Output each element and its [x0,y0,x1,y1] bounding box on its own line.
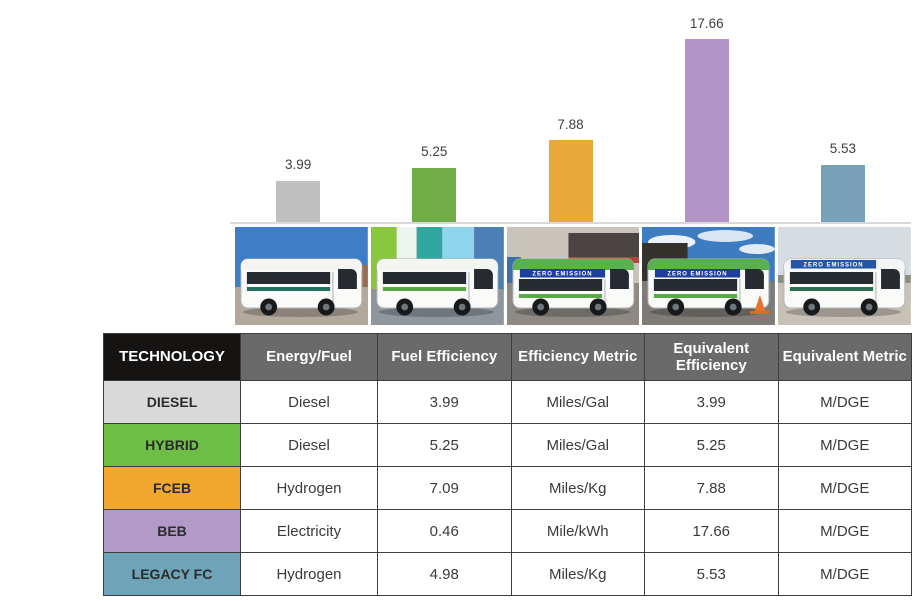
technology-cell-beb: BEB [103,509,241,553]
cell-hybrid-equivalent-efficiency: 5.25 [644,423,779,467]
bar-slot-hybrid: 5.25 [366,0,502,222]
table-row-hybrid: HYBRID Diesel 5.25 Miles/Gal 5.25 M/DGE [103,423,912,467]
bar-slot-beb: 17.66 [639,0,775,222]
cell-legacy-fc-equivalent-metric: M/DGE [777,552,912,596]
bar-fceb [548,140,593,222]
bar-beb [684,39,729,222]
cell-beb-efficiency-metric: Mile/kWh [510,509,645,553]
column-header-equivalent-efficiency: Equivalent Efficiency [644,333,779,381]
column-header-technology: TECHNOLOGY [103,333,241,381]
bar-value-label-beb: 17.66 [689,15,724,31]
cell-hybrid-efficiency-metric: Miles/Gal [510,423,645,467]
efficiency-table: TECHNOLOGY Energy/Fuel Fuel Efficiency Effi… [103,333,912,596]
cell-legacy-fc-energy/fuel: Hydrogen [240,552,378,596]
technology-cell-diesel: DIESEL [103,380,241,424]
beb-bus-photo: ZERO EMISSION [642,227,776,325]
hybrid-bus-photo [370,227,504,325]
cell-diesel-equivalent-efficiency: 3.99 [644,380,779,424]
efficiency-bar-chart: 3.99 5.25 7.88 17.66 5.53 [230,0,911,224]
bar-value-label-fceb: 7.88 [557,116,584,132]
cell-diesel-equivalent-metric: M/DGE [777,380,912,424]
cell-fceb-energy/fuel: Hydrogen [240,466,378,510]
column-header-equivalent-metric: Equivalent Metric [777,333,912,381]
cell-hybrid-equivalent-metric: M/DGE [777,423,912,467]
cell-legacy-fc-fuel-efficiency: 4.98 [377,552,512,596]
svg-text:ZERO EMISSION: ZERO EMISSION [668,271,728,277]
cell-diesel-energy/fuel: Diesel [240,380,378,424]
cell-hybrid-energy/fuel: Diesel [240,423,378,467]
bar-value-label-hybrid: 5.25 [421,144,448,160]
bar-value-label-diesel: 3.99 [284,157,312,173]
cell-fceb-fuel-efficiency: 7.09 [377,466,512,510]
bus-photo-strip: ZERO EMISSION ZERO EMISSION ZERO EMISSION [235,227,911,325]
bar-slot-legacy-fc: 5.53 [775,0,911,222]
technology-cell-legacy-fc: LEGACY FC [103,552,241,596]
cell-fceb-efficiency-metric: Miles/Kg [510,466,645,510]
cell-fceb-equivalent-efficiency: 7.88 [644,466,779,510]
cell-legacy-fc-efficiency-metric: Miles/Kg [510,552,645,596]
table-row-fceb: FCEB Hydrogen 7.09 Miles/Kg 7.88 M/DGE [103,466,912,510]
column-header-fuel-efficiency: Fuel Efficiency [377,333,512,381]
bar-value-label-legacy-fc: 5.53 [829,141,857,157]
fceb-bus-photo: ZERO EMISSION [506,227,640,325]
bar-legacy-fc [820,164,865,222]
svg-text:ZERO EMISSION: ZERO EMISSION [804,262,864,268]
table-header-row: TECHNOLOGY Energy/Fuel Fuel Efficiency Effi… [103,333,912,381]
column-header-efficiency-metric: Efficiency Metric [510,333,645,381]
column-header-energy/fuel: Energy/Fuel [240,333,378,381]
cell-beb-equivalent-efficiency: 17.66 [644,509,779,553]
technology-cell-hybrid: HYBRID [103,423,241,467]
bar-diesel [276,180,321,222]
cell-beb-equivalent-metric: M/DGE [777,509,912,553]
cell-fceb-equivalent-metric: M/DGE [777,466,912,510]
bar-hybrid [412,167,457,222]
cell-legacy-fc-equivalent-efficiency: 5.53 [644,552,779,596]
bar-slot-diesel: 3.99 [230,0,366,222]
cell-beb-fuel-efficiency: 0.46 [377,509,512,553]
table-row-legacy-fc: LEGACY FC Hydrogen 4.98 Miles/Kg 5.53 M/DGE [103,552,912,596]
table-row-diesel: DIESEL Diesel 3.99 Miles/Gal 3.99 M/DGE [103,380,912,424]
cell-hybrid-fuel-efficiency: 5.25 [377,423,512,467]
technology-cell-fceb: FCEB [103,466,241,510]
cell-diesel-fuel-efficiency: 3.99 [377,380,512,424]
svg-text:ZERO EMISSION: ZERO EMISSION [532,271,592,277]
cell-beb-energy/fuel: Electricity [240,509,378,553]
bar-slot-fceb: 7.88 [502,0,638,222]
diesel-bus-photo [235,227,368,325]
cell-diesel-efficiency-metric: Miles/Gal [510,380,645,424]
table-row-beb: BEB Electricity 0.46 Mile/kWh 17.66 M/DGE [103,509,912,553]
legacy-fc-bus-photo: ZERO EMISSION [778,227,911,325]
